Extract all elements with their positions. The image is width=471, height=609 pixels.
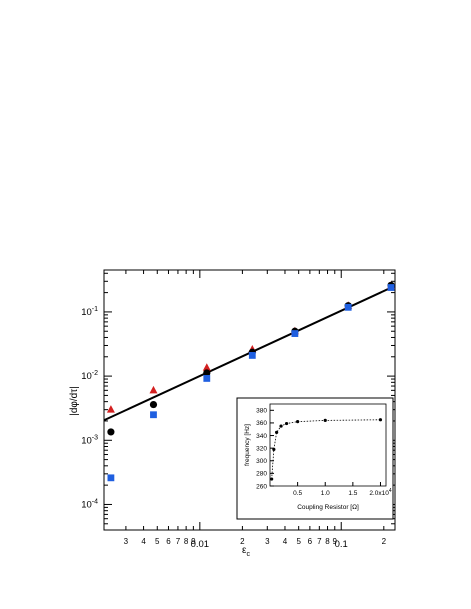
inset-point (279, 424, 283, 428)
x-minor-tick-label: 7 (176, 537, 181, 546)
inset-points (270, 418, 383, 481)
inset-x-tick-label: 1.5 (348, 490, 357, 497)
x-minor-tick-label: 2 (382, 537, 387, 546)
inset-point (296, 420, 300, 424)
inset-line (271, 419, 381, 480)
data-markers (106, 281, 396, 482)
inset-y-axis-label: frequency [Hz] (244, 424, 251, 466)
y-tick-label: 10-3 (81, 434, 98, 446)
y-tick-label: 10-2 (81, 370, 98, 382)
inset-y-tick-label: 380 (256, 408, 267, 415)
data-point-square (291, 330, 299, 337)
inset-y-tick-label: 320 (256, 445, 267, 452)
plot-frame (103, 269, 396, 531)
data-point-square (107, 474, 115, 482)
y-axis-label: |dφ/dτ| (69, 386, 80, 416)
x-minor-tick-label: 8 (184, 537, 189, 546)
y-tick-label: 10-4 (81, 498, 98, 510)
inset-y-axis: 260 280 300 320 340 360 380 (256, 408, 274, 490)
inset-point (275, 430, 279, 434)
data-point-circle (149, 400, 158, 409)
data-point-circle (107, 428, 115, 436)
inset-y-tick-label: 360 (256, 420, 267, 427)
y-tick-label: 10-1 (81, 306, 98, 318)
x-minor-tick-label: 8 (325, 537, 330, 546)
x-axis: 3 4 5 6 7 8 9 2 3 4 5 6 7 8 9 20.01 0.1 (124, 270, 387, 550)
x-minor-tick-label: 2 (240, 537, 245, 546)
inset-point (284, 421, 289, 426)
inset-y-tick-label: 260 (256, 483, 267, 490)
x-minor-tick-label: 5 (155, 537, 160, 546)
inset-x-axis: 0.5 1.0 1.5 2.0x104 (293, 482, 392, 497)
data-point-square (150, 411, 157, 419)
x-axis-label: εc (242, 545, 250, 558)
x-minor-tick-label: 6 (166, 537, 171, 546)
x-minor-tick-label: 5 (296, 537, 301, 546)
data-point-square (203, 375, 211, 382)
data-point-square (248, 352, 256, 359)
x-axis-label-main: ε (242, 545, 247, 556)
x-minor-tick-label: 3 (265, 537, 270, 546)
x-minor-tick-label: 9 (333, 537, 338, 546)
inset-point (323, 418, 327, 422)
inset-y-tick-label: 340 (256, 433, 267, 440)
inset-point (270, 477, 274, 481)
y-axis: 10-4 10-3 10-2 10-1 (81, 272, 395, 531)
inset-point (378, 418, 383, 422)
inset-x-tick-label: 2.0x104 (369, 488, 392, 497)
inset-x-axis-label: Coupling Resistor [Ω] (297, 504, 359, 511)
x-minor-tick-label: 3 (124, 537, 129, 546)
x-axis-label-sub: c (246, 551, 250, 558)
inset-y-tick-label: 300 (256, 458, 267, 465)
inset-y-tick-label: 280 (256, 471, 267, 478)
inset-plot-frame (269, 403, 387, 487)
data-point-square (387, 284, 395, 291)
data-point-square (344, 303, 352, 311)
data-point-circle (203, 369, 211, 377)
data-point-triangle (149, 385, 158, 394)
inset-x-tick-label: 1.0 (321, 490, 330, 497)
inset-x-tick-label: 0.5 (293, 490, 302, 497)
x-minor-tick-label: 6 (308, 537, 313, 546)
x-minor-tick-label: 4 (283, 537, 288, 546)
x-major-tick-label: 0.01 (191, 539, 210, 550)
x-major-tick-label: 0.1 (335, 539, 348, 550)
x-minor-tick-label: 9 (191, 537, 196, 546)
x-minor-tick-label: 4 (141, 537, 146, 546)
inset-point (272, 447, 276, 452)
x-minor-tick-label: 7 (317, 537, 322, 546)
data-point-triangle (106, 405, 115, 413)
inset-frame (236, 397, 394, 520)
data-point-triangle (202, 363, 211, 371)
